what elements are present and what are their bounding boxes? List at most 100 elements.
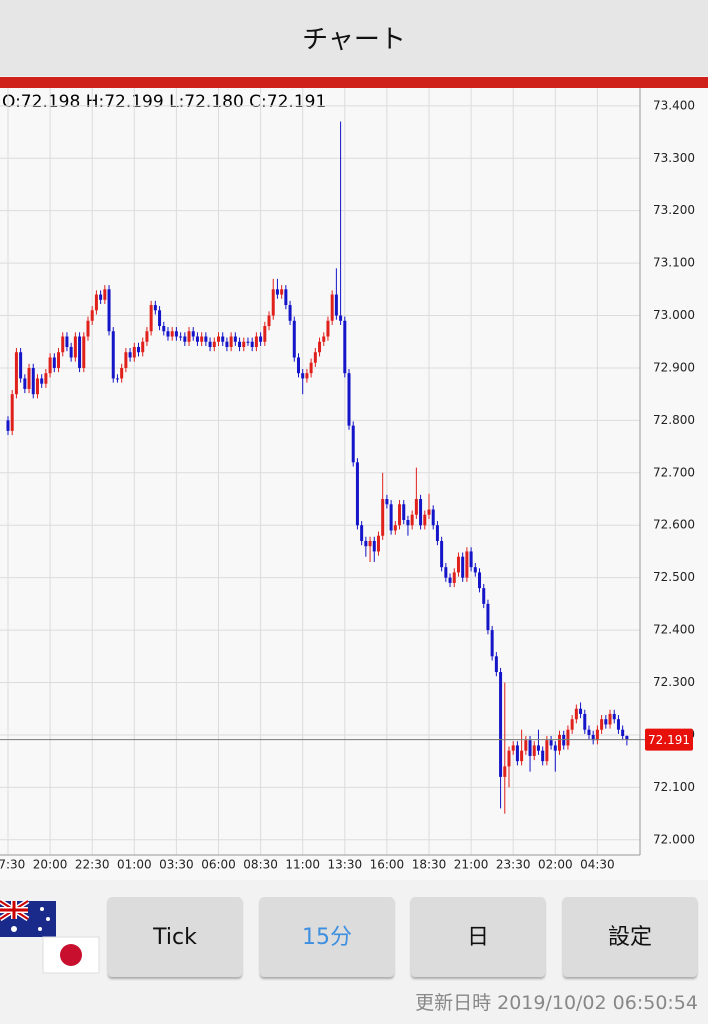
chart-bg xyxy=(0,88,708,880)
candle-body xyxy=(212,341,216,347)
candle-body xyxy=(120,367,124,379)
candle-body xyxy=(558,734,562,751)
candle-body xyxy=(99,294,103,300)
candle-body xyxy=(191,331,195,337)
y-tick-label: 72.800 xyxy=(653,413,695,427)
candle-body xyxy=(23,378,27,389)
button-label: 日 xyxy=(466,925,489,950)
candle-body xyxy=(410,514,414,526)
candle-body xyxy=(158,310,162,327)
title-bar: チャート xyxy=(0,0,708,76)
candle-body xyxy=(376,535,380,552)
candle-body xyxy=(111,331,115,379)
candle-body xyxy=(528,740,532,756)
x-tick-label: 08:30 xyxy=(243,858,278,872)
candle-body xyxy=(271,289,275,316)
candle-body xyxy=(52,357,56,368)
candle-body xyxy=(170,331,174,337)
candle-body xyxy=(536,745,540,751)
candle-body xyxy=(339,315,343,321)
candle-body xyxy=(503,766,507,777)
candle-body xyxy=(27,367,31,389)
candle-body xyxy=(187,331,191,342)
interval-button[interactable]: 15分 xyxy=(260,897,394,977)
tick-button[interactable]: Tick xyxy=(108,897,242,977)
candle-body xyxy=(195,336,199,342)
y-tick-label: 72.000 xyxy=(653,832,695,846)
candle-body xyxy=(532,745,536,756)
button-label: 15分 xyxy=(302,925,352,950)
y-tick-label: 73.100 xyxy=(653,256,695,270)
y-tick-label: 72.700 xyxy=(653,465,695,479)
candle-body xyxy=(515,745,519,762)
x-tick-label: 11:00 xyxy=(285,858,320,872)
candle-body xyxy=(591,734,595,741)
candle-body xyxy=(372,540,376,552)
candle-body xyxy=(132,346,136,358)
candle-body xyxy=(40,378,44,384)
candle-body xyxy=(427,509,431,515)
day-button[interactable]: 日 xyxy=(411,897,545,977)
candle-body xyxy=(19,352,23,379)
candle-body xyxy=(115,378,119,380)
candle-body xyxy=(153,305,157,311)
candle-body xyxy=(511,745,515,751)
candle-body xyxy=(625,735,629,740)
price-tag xyxy=(645,728,693,751)
candle-body xyxy=(10,394,14,431)
candle-body xyxy=(494,656,498,673)
candle-body xyxy=(431,509,435,526)
candle-body xyxy=(423,514,427,526)
candle-body xyxy=(448,577,452,583)
candle-body xyxy=(48,357,52,374)
candle-body xyxy=(65,336,69,347)
candle-body xyxy=(389,504,393,531)
candle-body xyxy=(229,336,233,347)
candle-body xyxy=(545,740,549,762)
candle-body xyxy=(254,336,258,347)
button-label: Tick xyxy=(153,925,197,950)
candle-body xyxy=(6,420,10,431)
candle-body xyxy=(355,462,359,526)
candle-body xyxy=(507,750,511,767)
candle-body xyxy=(612,713,616,720)
candle-body xyxy=(435,525,439,541)
y-tick-label: 72.100 xyxy=(653,780,695,794)
candle-body xyxy=(414,499,418,515)
price-tag-label: 72.191 xyxy=(648,733,690,747)
candle-body xyxy=(292,320,296,358)
candle-body xyxy=(570,719,574,730)
x-tick-label: 02:00 xyxy=(538,858,573,872)
candle-body xyxy=(440,540,444,568)
y-tick-label: 72.500 xyxy=(653,570,695,584)
currency-flags[interactable] xyxy=(0,895,100,985)
candle-body xyxy=(61,336,65,353)
candle-body xyxy=(364,540,368,547)
title: チャート xyxy=(302,25,406,55)
candle-body xyxy=(73,336,77,358)
candle-body xyxy=(296,357,300,374)
candle-body xyxy=(128,352,132,358)
candle-body xyxy=(246,341,250,343)
candle-body xyxy=(145,331,149,342)
candle-body xyxy=(587,729,591,735)
button-label: 設定 xyxy=(607,925,652,950)
candle-body xyxy=(478,572,482,589)
candle-body xyxy=(174,331,178,337)
candle-body xyxy=(217,336,220,342)
candle-body xyxy=(579,708,583,714)
candle-body xyxy=(566,729,570,746)
candle-body xyxy=(35,378,39,395)
candle-body xyxy=(204,336,208,342)
candle-body xyxy=(250,341,254,347)
candle-body xyxy=(242,341,246,347)
candle-body xyxy=(225,341,229,347)
y-tick-label: 72.600 xyxy=(653,518,695,532)
candle-body xyxy=(322,336,326,342)
candle-body xyxy=(313,352,317,363)
settings-button[interactable]: 設定 xyxy=(563,897,697,977)
candle-body xyxy=(208,341,212,347)
candle-body xyxy=(183,336,187,342)
candle-body xyxy=(524,740,528,751)
